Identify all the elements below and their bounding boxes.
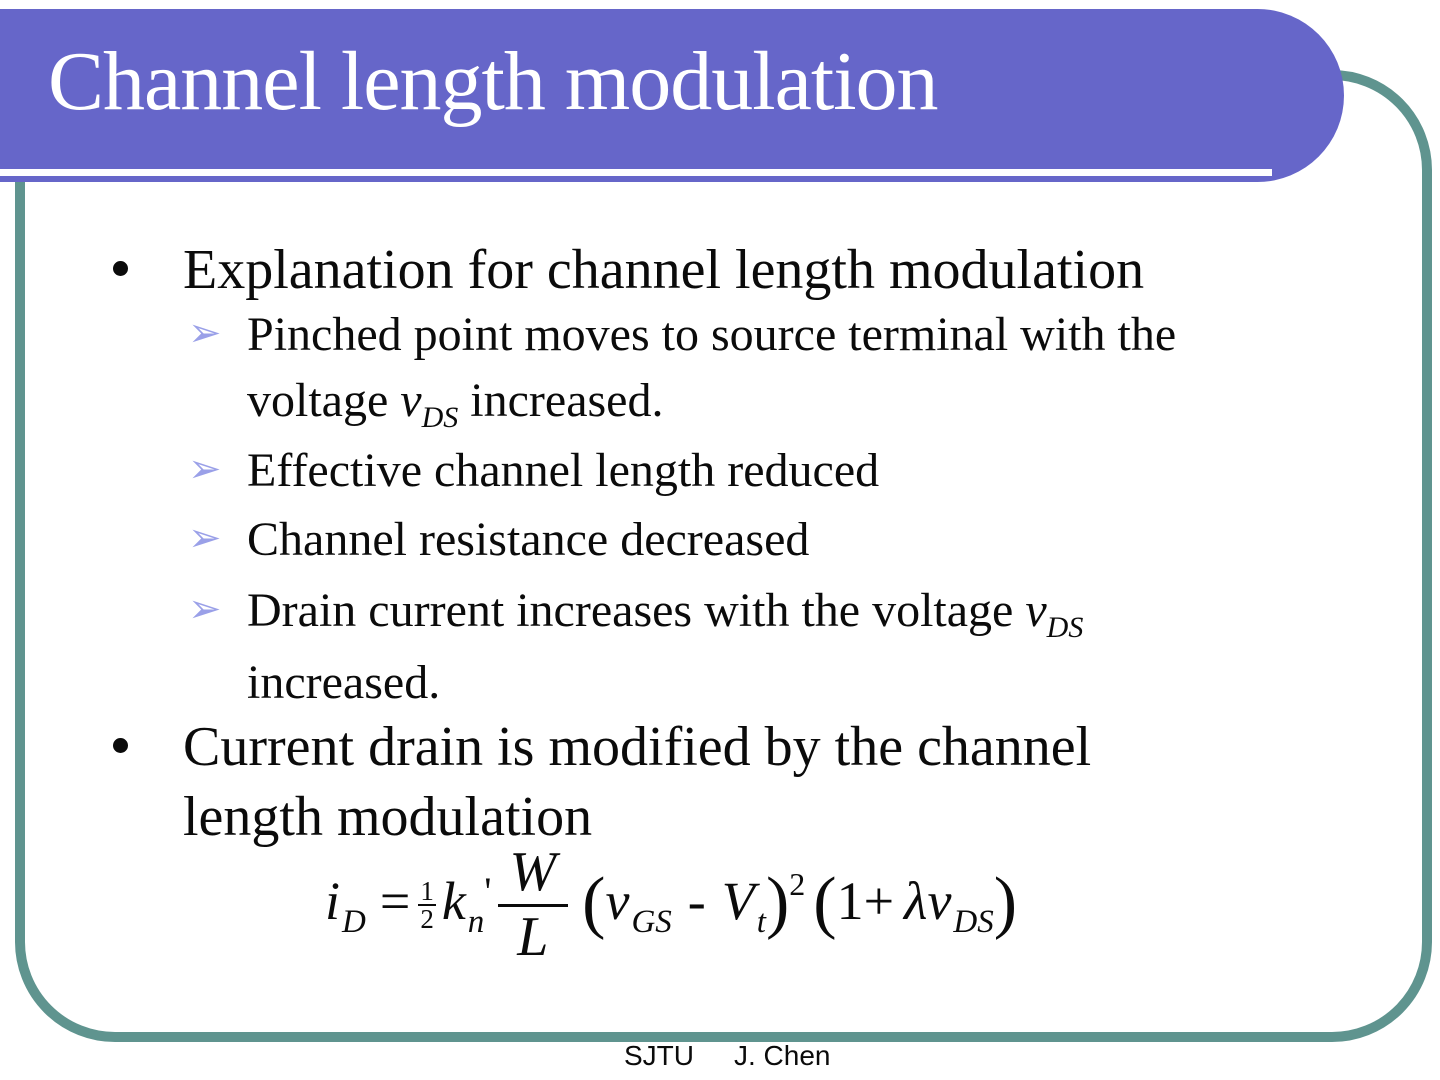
bullet-item-2-text: Current drain is modified by the channel… [183, 712, 1370, 852]
arrow-bullet-icon: ➢ [188, 515, 222, 561]
equals-sign: = [379, 871, 411, 931]
k-term: kn' [441, 869, 492, 940]
title-banner [0, 9, 1344, 182]
drain-current-equation: iD = 1 2 kn' W L (vGS - Vt)2 (1+ λvDS) [325, 844, 1017, 968]
fraction-numerator-W: W [497, 844, 569, 907]
squared-exponent: 2 [789, 866, 806, 902]
minus-sign: - [687, 871, 706, 931]
sub-bullet-1-line-1: Pinched point moves to source terminal w… [247, 308, 1177, 361]
bullet-item-2-line-1: Current drain is modified by the channel [183, 716, 1092, 778]
sub-bullet-4-line-1: Drain current increases with the voltage… [247, 578, 1188, 650]
variable-v-subscript: DS [1046, 611, 1084, 644]
close-paren: ) [993, 864, 1018, 941]
bullet-dot-column [110, 235, 183, 305]
open-paren: ( [582, 864, 606, 941]
footer-author: J. Chen [734, 1040, 831, 1071]
one-plus: 1+ [836, 871, 895, 931]
sub-bullet-1-line-2: voltage vDS increased. [247, 368, 1248, 440]
footer: SJTU J. Chen [624, 1040, 831, 1072]
half-denominator: 2 [418, 904, 436, 934]
var-i-subscript: D [342, 904, 366, 940]
one-half-fraction: 1 2 [418, 876, 436, 934]
sub-bullet-1: ➢ Pinched point moves to source terminal… [188, 302, 1248, 440]
equation-lhs: iD = [325, 871, 411, 940]
var-v-gs: v [605, 871, 630, 931]
equation-rhs: (vGS - Vt)2 (1+ λvDS) [582, 866, 1017, 940]
open-paren: ( [813, 864, 837, 941]
banner-divider-line [0, 169, 1272, 176]
variable-v-subscript: DS [421, 401, 459, 434]
arrow-bullet-icon: ➢ [188, 586, 222, 632]
fraction-denominator-L: L [517, 905, 549, 968]
sub-bullet-4-text: Drain current increases with the voltage… [247, 578, 1188, 716]
dot-bullet-icon [113, 738, 128, 753]
close-paren: ) [765, 864, 790, 941]
var-v-ds: v [927, 871, 952, 931]
slide-title: Channel length modulation [48, 35, 939, 128]
dot-bullet-icon [113, 261, 128, 276]
sub-bullet-3-text: Channel resistance decreased [247, 513, 810, 566]
variable-v: v [400, 374, 422, 427]
sub-bullet-1-text: Pinched point moves to source terminal w… [247, 302, 1248, 440]
lambda-symbol: λ [904, 871, 928, 931]
var-v-t: V [721, 871, 755, 931]
footer-institution: SJTU [624, 1040, 694, 1071]
sub-bullet-4-line-2: increased. [247, 656, 441, 709]
var-k-subscript: n [467, 904, 485, 940]
var-i: i [325, 871, 341, 931]
w-over-l-fraction: W L [497, 844, 569, 968]
bullet-dot-column [110, 712, 183, 852]
bullet-item-1-text: Explanation for channel length modulatio… [183, 239, 1145, 301]
sub-bullet-1-line2-pre: voltage [247, 374, 401, 427]
sub-bullet-4: ➢ Drain current increases with the volta… [188, 578, 1188, 716]
var-v-ds-subscript: DS [953, 904, 994, 940]
bullet-item-1: Explanation for channel length modulatio… [110, 235, 1370, 305]
bullet-item-2: Current drain is modified by the channel… [110, 712, 1370, 852]
prime-mark: ' [484, 869, 492, 914]
half-numerator: 1 [420, 876, 434, 906]
sub-bullet-3: ➢ Channel resistance decreased [188, 507, 1248, 573]
sub-bullet-2: ➢ Effective channel length reduced [188, 438, 1248, 504]
arrow-bullet-icon: ➢ [188, 310, 222, 356]
bullet-item-2-line-2: length modulation [183, 786, 593, 848]
var-v-t-subscript: t [756, 904, 766, 940]
sub-bullet-4-line1-pre: Drain current increases with the voltage [247, 584, 1026, 637]
var-v-gs-subscript: GS [631, 904, 672, 940]
sub-bullet-2-text: Effective channel length reduced [247, 444, 880, 497]
variable-v: v [1025, 584, 1047, 637]
var-k: k [441, 871, 466, 931]
arrow-bullet-icon: ➢ [188, 446, 222, 492]
sub-bullet-1-line2-post: increased. [458, 374, 664, 427]
